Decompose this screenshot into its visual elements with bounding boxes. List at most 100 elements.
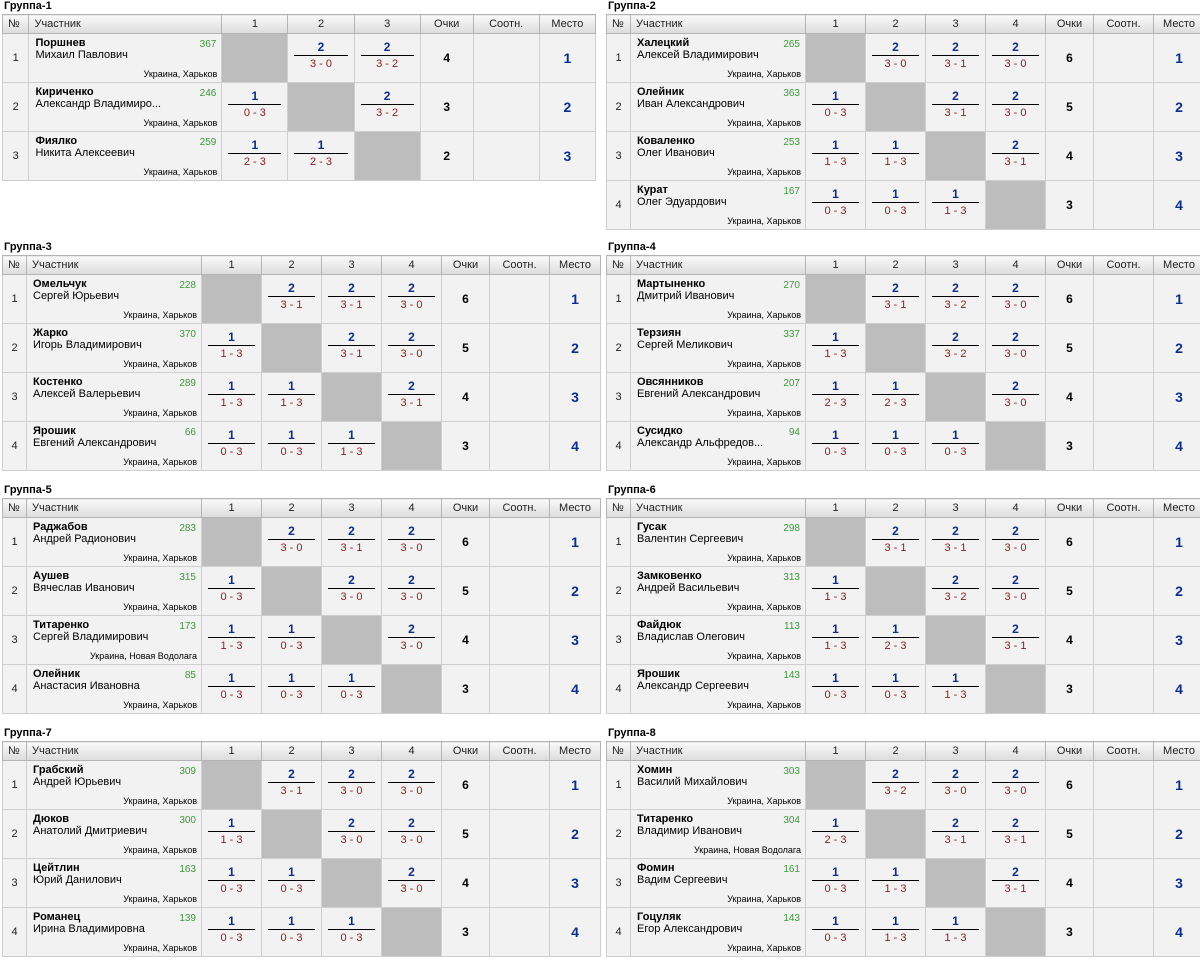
match-result[interactable]: 2 3 - 1 (926, 35, 985, 82)
header-ratio[interactable]: Соотн. (1093, 741, 1154, 761)
header-place[interactable]: Место (1153, 14, 1200, 34)
header-place[interactable]: Место (549, 741, 601, 761)
match-result[interactable]: 2 3 - 2 (355, 35, 420, 82)
header-ratio[interactable]: Соотн. (1093, 498, 1154, 518)
player-cell[interactable]: Мартыненко Дмитрий Иванович 270 Украина, Ха… (630, 274, 806, 324)
match-result-cell[interactable]: 2 3 - 1 (985, 131, 1046, 181)
group-title[interactable]: Группа-2 (608, 0, 656, 12)
player-cell[interactable]: Дюков Анатолий Дмитриевич 300 Украина, Харь… (26, 809, 202, 859)
match-result[interactable]: 1 0 - 3 (262, 666, 321, 713)
match-result-cell[interactable]: 2 3 - 1 (925, 82, 986, 132)
match-result[interactable]: 2 3 - 0 (382, 617, 441, 664)
header-place[interactable]: Место (1153, 741, 1200, 761)
header-player[interactable]: Участник (26, 498, 202, 518)
player-cell[interactable]: Терзиян Сергей Меликович 337 Украина, Харьк… (630, 323, 806, 373)
match-result[interactable]: 1 0 - 3 (262, 909, 321, 956)
player-cell[interactable]: Хомин Василий Михайлович 303 Украина, Харьк… (630, 760, 806, 810)
match-result[interactable]: 1 1 - 3 (926, 909, 985, 956)
match-result[interactable]: 2 3 - 1 (262, 276, 321, 323)
match-result[interactable]: 1 2 - 3 (806, 374, 865, 421)
player-surname[interactable]: Аушев (33, 570, 70, 582)
match-result-cell[interactable]: 2 3 - 1 (925, 809, 986, 859)
match-result[interactable]: 1 0 - 3 (806, 909, 865, 956)
match-result[interactable]: 1 0 - 3 (202, 666, 261, 713)
player-cell[interactable]: Файдюк Владислав Олегович 113 Украина, Харь… (630, 615, 806, 665)
player-cell[interactable]: Раджабов Андрей Радионович 283 Украина, Хар… (26, 517, 202, 567)
player-cell[interactable]: Курат Олег Эдуардович 167 Украина, Харьков (630, 180, 806, 230)
match-result-cell[interactable]: 2 3 - 0 (261, 517, 322, 567)
player-name[interactable]: Евгений Александрович (33, 437, 157, 449)
match-result-cell[interactable]: 2 3 - 1 (381, 372, 442, 422)
match-result-cell[interactable]: 2 3 - 0 (985, 760, 1046, 810)
match-result-cell[interactable]: 1 1 - 3 (201, 809, 262, 859)
player-cell[interactable]: Гоцуляк Егор Александрович 143 Украина, Хар… (630, 907, 806, 957)
match-result-cell[interactable]: 2 3 - 1 (925, 517, 986, 567)
match-result-cell[interactable]: 1 0 - 3 (261, 664, 322, 714)
player-surname[interactable]: Олейник (637, 86, 685, 98)
player-surname[interactable]: Гоцуляк (637, 911, 682, 923)
match-result[interactable]: 2 3 - 1 (986, 860, 1045, 907)
group-title[interactable]: Группа-3 (4, 241, 52, 253)
match-result-cell[interactable]: 2 3 - 1 (865, 517, 926, 567)
match-result[interactable]: 1 0 - 3 (202, 423, 261, 470)
player-name[interactable]: Андрей Радионович (33, 533, 136, 545)
player-name[interactable]: Александр Владимиро... (35, 98, 162, 110)
match-result[interactable]: 2 3 - 0 (322, 568, 381, 615)
match-result-cell[interactable]: 1 0 - 3 (261, 421, 322, 471)
match-result-cell[interactable]: 2 3 - 2 (925, 566, 986, 616)
player-surname[interactable]: Поршнев (35, 37, 86, 49)
match-result-cell[interactable]: 1 0 - 3 (321, 907, 382, 957)
match-result-cell[interactable]: 2 3 - 1 (985, 615, 1046, 665)
group-title[interactable]: Группа-7 (4, 727, 52, 739)
player-cell[interactable]: Ярошик Александр Сергеевич 143 Украина, Хар… (630, 664, 806, 714)
player-surname[interactable]: Файдюк (637, 619, 682, 631)
match-result-cell[interactable]: 2 3 - 0 (381, 274, 442, 324)
player-surname[interactable]: Фиялко (35, 135, 78, 147)
match-result[interactable]: 1 0 - 3 (806, 423, 865, 470)
player-cell[interactable]: Халецкий Алексей Владимирович 265 Украина, … (630, 33, 806, 83)
player-cell[interactable]: Аушев Вячеслав Иванович 315 Украина, Харько… (26, 566, 202, 616)
match-result-cell[interactable]: 1 0 - 3 (805, 858, 866, 908)
match-result-cell[interactable]: 1 0 - 3 (805, 180, 866, 230)
match-result-cell[interactable]: 2 3 - 0 (381, 858, 442, 908)
match-result-cell[interactable]: 2 3 - 0 (381, 517, 442, 567)
player-cell[interactable]: Олейник Иван Александрович 363 Украина, Хар… (630, 82, 806, 132)
match-result-cell[interactable]: 1 2 - 3 (865, 372, 926, 422)
player-cell[interactable]: Костенко Алексей Валерьевич 289 Украина, Ха… (26, 372, 202, 422)
player-name[interactable]: Вадим Сергеевич (637, 874, 728, 886)
header-place[interactable]: Место (538, 14, 597, 34)
player-surname[interactable]: Сусидко (637, 425, 683, 437)
match-result-cell[interactable]: 1 0 - 3 (321, 664, 382, 714)
player-cell[interactable]: Жарко Игорь Владимирович 370 Украина, Харьк… (26, 323, 202, 373)
match-result-cell[interactable]: 1 2 - 3 (221, 131, 289, 181)
match-result[interactable]: 2 3 - 0 (866, 35, 925, 82)
match-result-cell[interactable]: 1 0 - 3 (805, 664, 866, 714)
match-result-cell[interactable]: 2 3 - 1 (925, 33, 986, 83)
match-result[interactable]: 1 2 - 3 (222, 133, 287, 180)
match-result-cell[interactable]: 2 3 - 2 (353, 82, 421, 132)
match-result[interactable]: 2 3 - 0 (382, 568, 441, 615)
match-result[interactable]: 1 0 - 3 (866, 423, 925, 470)
player-name[interactable]: Никита Алексеевич (35, 147, 135, 159)
group-title[interactable]: Группа-1 (4, 0, 52, 12)
match-result[interactable]: 1 0 - 3 (806, 860, 865, 907)
match-result-cell[interactable]: 2 3 - 1 (321, 323, 382, 373)
header-place[interactable]: Место (1153, 255, 1200, 275)
match-result-cell[interactable]: 1 1 - 3 (805, 566, 866, 616)
match-result[interactable]: 1 1 - 3 (866, 133, 925, 180)
match-result[interactable]: 2 3 - 0 (288, 35, 353, 82)
match-result[interactable]: 1 1 - 3 (262, 374, 321, 421)
match-result-cell[interactable]: 1 0 - 3 (865, 180, 926, 230)
player-surname[interactable]: Титаренко (637, 813, 694, 825)
match-result[interactable]: 1 0 - 3 (262, 423, 321, 470)
match-result[interactable]: 1 1 - 3 (202, 811, 261, 858)
match-result[interactable]: 1 1 - 3 (806, 325, 865, 372)
header-player[interactable]: Участник (26, 741, 202, 761)
match-result[interactable]: 2 3 - 1 (322, 325, 381, 372)
match-result-cell[interactable]: 2 3 - 0 (985, 33, 1046, 83)
player-name[interactable]: Анастасия Ивановна (33, 680, 140, 692)
match-result-cell[interactable]: 2 3 - 1 (321, 517, 382, 567)
match-result-cell[interactable]: 2 3 - 1 (261, 760, 322, 810)
player-name[interactable]: Егор Александрович (637, 923, 743, 935)
header-player[interactable]: Участник (630, 498, 806, 518)
